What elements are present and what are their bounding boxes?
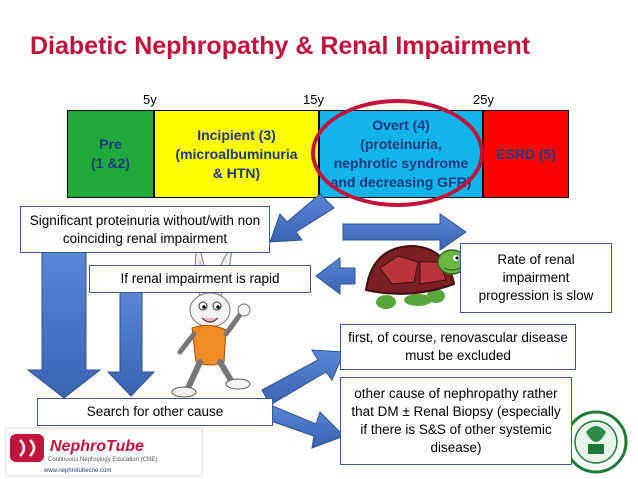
box-rapid-impairment-text: If renal impairment is rapid — [120, 271, 280, 286]
box-rate-slow: Rate of renal impairment progression is … — [460, 243, 612, 313]
stage-esrd-label: ESRD (5) — [496, 145, 556, 162]
arrow-down-right — [261, 403, 345, 449]
stage-pre-label: Pre (1 &2) — [91, 136, 130, 171]
box-renovascular: first, of course, renovascular disease m… — [340, 324, 576, 370]
arrow-down-large — [26, 251, 102, 399]
tick-15y: 15y — [303, 92, 324, 107]
overt-highlight-oval — [311, 99, 484, 207]
page-title: Diabetic Nephropathy & Renal Impairment — [30, 32, 531, 60]
box-other-cause: other cause of nephropathy rather that D… — [340, 377, 572, 465]
arrow-right — [342, 213, 467, 251]
stage-incipient: Incipient (3) (microalbuminuria & HTN) — [154, 110, 319, 198]
turtle-illustration — [364, 244, 467, 309]
tick-25y: 25y — [473, 92, 494, 107]
box-renovascular-text: first, of course, renovascular disease m… — [348, 330, 568, 363]
box-rate-slow-text: Rate of renal impairment progression is … — [478, 252, 594, 303]
box-other-cause-text: other cause of nephropathy rather that D… — [351, 386, 561, 455]
kuc-seal-logo — [564, 410, 628, 474]
logo-name: NephroTube — [50, 438, 144, 455]
arrow-left — [315, 257, 356, 295]
rabbit-illustration — [171, 244, 251, 398]
nephrotube-logo-mark — [5, 427, 203, 477]
logo-tagline: Continuous Nephrology Education (CNE) — [48, 457, 158, 463]
stage-pre: Pre (1 &2) — [67, 110, 154, 198]
arrow-down-small — [106, 291, 156, 397]
stage-incipient-label: Incipient (3) (microalbuminuria & HTN) — [175, 126, 298, 181]
box-search-other-cause: Search for other cause — [37, 398, 273, 426]
box-rapid-impairment: If renal impairment is rapid — [89, 265, 311, 293]
arrow-down-left — [269, 193, 335, 243]
tick-5y: 5y — [143, 92, 157, 107]
box-significant-proteinuria: Significant proteinuria without/with non… — [20, 206, 270, 253]
logo-url[interactable]: www.nephrotubecne.com — [44, 468, 112, 474]
box-significant-proteinuria-text: Significant proteinuria without/with non… — [29, 212, 261, 246]
box-search-other-cause-text: Search for other cause — [86, 404, 224, 419]
arrow-up-right — [261, 349, 345, 406]
